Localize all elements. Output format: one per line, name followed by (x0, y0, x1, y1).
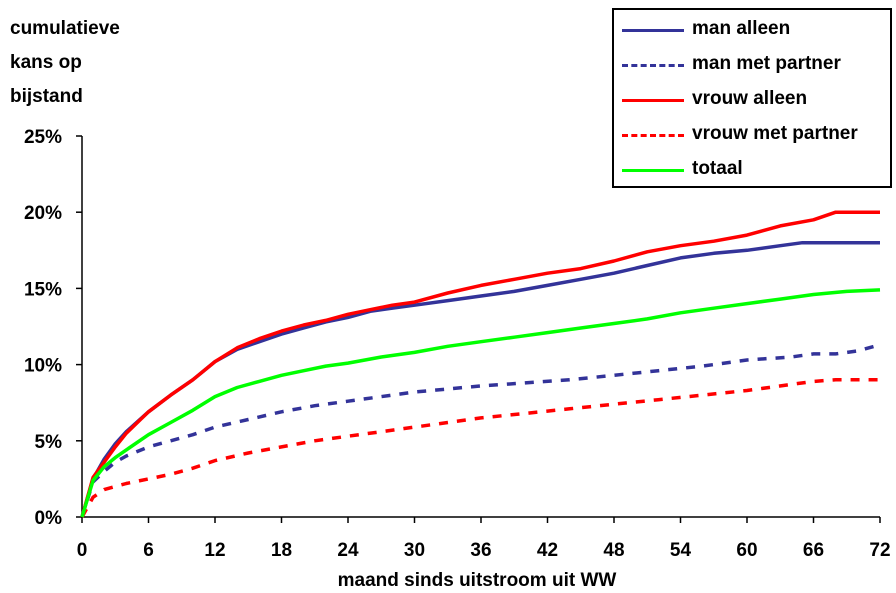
y-axis-label-line-2: kans op (10, 52, 82, 73)
x-axis-label: maand sinds uitstroom uit WW (338, 570, 617, 591)
x-tick-label: 42 (537, 540, 558, 561)
y-tick-label: 20% (24, 203, 62, 224)
legend-label: man met partner (692, 53, 841, 74)
legend-item: man alleen (622, 12, 890, 48)
x-tick-label: 12 (204, 540, 225, 561)
legend-item: man met partner (622, 47, 890, 83)
x-tick-label: 66 (803, 540, 824, 561)
x-tick-label: 18 (271, 540, 292, 561)
y-tick-label: 0% (35, 508, 63, 529)
legend-swatch (622, 169, 684, 172)
y-axis-label-line-3: bijstand (10, 86, 83, 107)
x-tick-label: 6 (143, 540, 154, 561)
legend-item: totaal (622, 152, 890, 188)
legend-label: vrouw alleen (692, 88, 808, 109)
series-line-vrouw-alleen (80, 210, 880, 518)
x-tick-label: 24 (337, 540, 359, 561)
y-tick-label: 15% (24, 279, 62, 300)
y-tick-label: 5% (35, 432, 63, 453)
legend-label: totaal (692, 158, 743, 179)
legend-swatch (622, 134, 684, 137)
x-tick-label: 36 (470, 540, 491, 561)
legend-swatch (622, 99, 684, 102)
legend-item: vrouw alleen (622, 82, 890, 118)
x-tick-label: 0 (77, 540, 88, 561)
series-line-vrouw-met-partner (80, 378, 880, 518)
x-tick-label: 60 (736, 540, 757, 561)
y-tick-label: 25% (24, 127, 62, 148)
y-tick-label: 10% (24, 356, 62, 377)
legend-label: man alleen (692, 18, 791, 39)
series-line-totaal (80, 288, 881, 518)
legend-item: vrouw met partner (622, 117, 890, 153)
legend-label: vrouw met partner (692, 123, 858, 144)
x-tick-label: 30 (404, 540, 425, 561)
y-axis-label-line-1: cumulatieve (10, 18, 120, 39)
legend: man alleen man met partner vrouw alleen vro… (612, 8, 892, 188)
series-line-man-met-partner (80, 343, 881, 518)
x-tick-label: 48 (603, 540, 624, 561)
legend-swatch (622, 64, 684, 67)
x-tick-label: 54 (670, 540, 692, 561)
x-tick-label: 72 (869, 540, 890, 561)
legend-swatch (622, 29, 684, 32)
